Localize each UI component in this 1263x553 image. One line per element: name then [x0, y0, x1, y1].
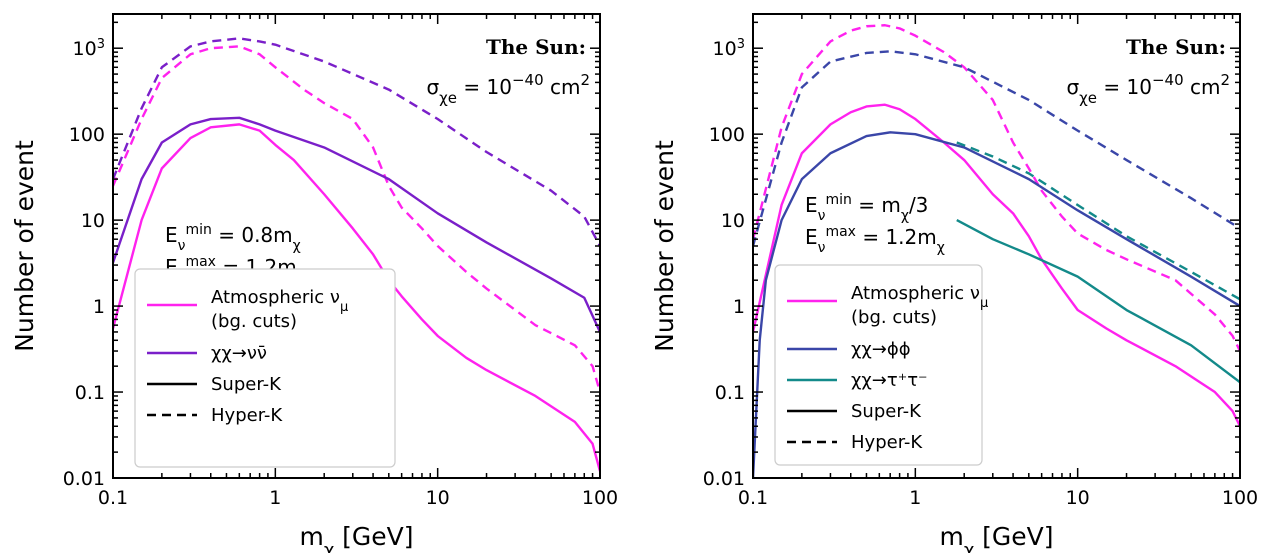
legend-label: Hyper-K [851, 432, 923, 453]
y-tick-label: 103 [73, 37, 105, 61]
series-line-4 [753, 103, 1240, 427]
y-tick-label: 10 [721, 210, 745, 232]
ticks [752, 14, 1240, 479]
series-line-5 [753, 131, 1240, 478]
legend-label: Super-K [211, 374, 282, 395]
y-tick-label: 100 [69, 124, 105, 146]
x-tick-label: 0.1 [738, 487, 768, 509]
series-line-3 [956, 141, 1240, 301]
legend-box [774, 264, 983, 466]
x-axis-label: mχ [GeV] [299, 522, 413, 553]
y-tick-label: 103 [713, 37, 745, 61]
series-line-2 [113, 45, 600, 393]
y-tick-label: 0.01 [63, 468, 105, 490]
y-tick-label: 0.1 [75, 382, 105, 404]
legend: Atmospheric νμ(bg. cuts) χχ→νν̄ Super-K Hyp… [134, 268, 396, 468]
legend-box [134, 268, 396, 468]
x-tick-label: 1 [269, 487, 281, 509]
legend: Atmospheric νμ(bg. cuts) χχ→ϕϕ χχ→τ⁺τ⁻ Supe… [774, 264, 988, 466]
x-axis-label: mχ [GeV] [939, 522, 1053, 553]
series-group [113, 37, 600, 472]
legend-label: χχ→νν̄ [211, 343, 267, 364]
energy-annotation: Eνmin = mχ/3 [805, 192, 928, 224]
series-line-6 [956, 219, 1240, 384]
x-tick-label: 1 [909, 487, 921, 509]
y-tick-label: 100 [709, 124, 745, 146]
chart-subtitle: σχe = 10−40 cm2 [426, 71, 590, 107]
legend-label: Atmospheric νμ [851, 283, 988, 311]
chart-subtitle: σχe = 10−40 cm2 [1066, 71, 1230, 107]
series-line-1 [113, 37, 600, 247]
y-axis-label: Number of event [10, 140, 39, 352]
y-tick-label: 0.01 [703, 468, 745, 490]
y-tick-label: 0.1 [715, 382, 745, 404]
legend-label: Hyper-K [211, 405, 283, 426]
energy-annotation: Eνmin = 0.8mχ [165, 222, 301, 254]
y-axis-label: Number of event [650, 140, 679, 352]
legend-label: χχ→τ⁺τ⁻ [851, 370, 928, 391]
legend-label: Atmospheric νμ [211, 287, 348, 315]
series-group [753, 24, 1240, 478]
x-tick-label: 100 [1222, 487, 1258, 509]
x-tick-label: 10 [426, 487, 450, 509]
series-line-3 [113, 116, 600, 333]
series-line-4 [113, 123, 600, 472]
y-tick-label: 10 [81, 210, 105, 232]
x-tick-label: 10 [1066, 487, 1090, 509]
legend-label-line2: (bg. cuts) [851, 307, 937, 328]
legend-label-line2: (bg. cuts) [211, 311, 297, 332]
series-line-1 [753, 24, 1240, 352]
y-tick-label: 1 [733, 296, 745, 318]
x-tick-label: 100 [582, 487, 618, 509]
legend-label: Super-K [851, 401, 922, 422]
energy-annotation: Eνmax = 1.2mχ [805, 224, 945, 256]
x-tick-label: 0.1 [98, 487, 128, 509]
chart-title: The Sun: [1126, 35, 1226, 59]
y-tick-label: 1 [93, 296, 105, 318]
ticks [112, 14, 600, 479]
chart-title: The Sun: [486, 35, 586, 59]
series-line-2 [753, 50, 1240, 247]
legend-label: χχ→ϕϕ [851, 339, 911, 360]
